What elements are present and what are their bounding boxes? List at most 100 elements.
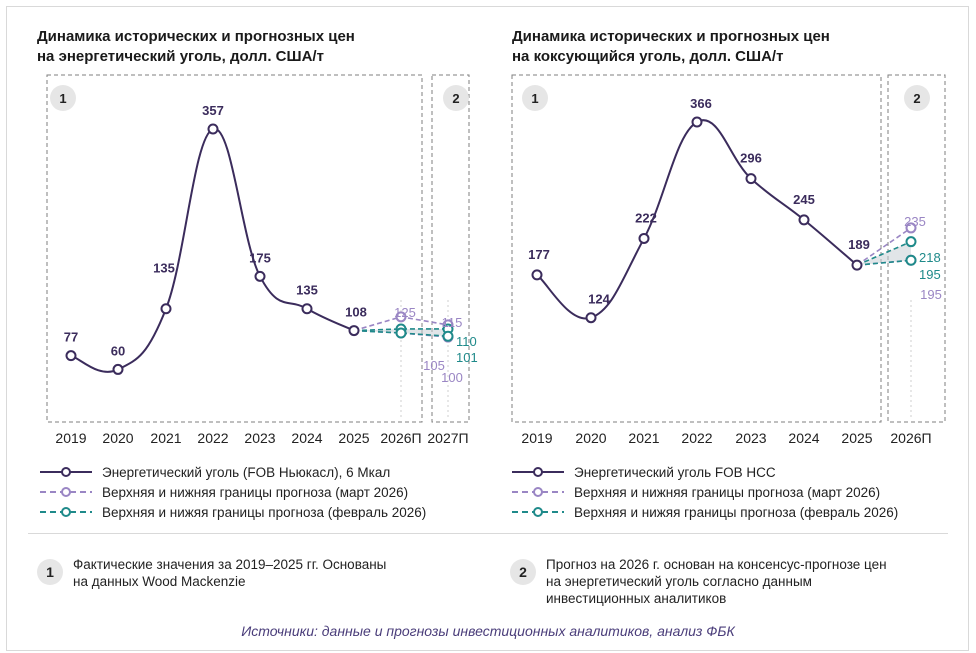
chart-2-title: Динамика исторических и прогнозных цен н… (512, 27, 830, 67)
legend-item-february: Верхняя и нижяя границы прогноза (феврал… (512, 502, 898, 522)
chart-2-badge-2-text: 2 (913, 91, 920, 106)
chart-1-period-box-2 (431, 74, 470, 423)
chart-1-main-point-2022 (207, 123, 219, 135)
chart-2-main-point-2020 (585, 312, 597, 324)
chart-2-data-label-2024: 245 (793, 192, 815, 207)
legend-march-label: Верхняя и нижняя границы прогноза (март … (574, 484, 881, 500)
chart-1-period-box-1 (46, 74, 423, 423)
chart-1-label-march-upper-2026: 125 (394, 305, 416, 320)
note-1-badge: 1 (37, 559, 63, 585)
chart-1-tick-label-2022: 2022 (197, 430, 228, 446)
note-1-line-1: Фактические значения за 2019–2025 гг. Ос… (73, 557, 387, 572)
chart-2-badge-2 (904, 85, 930, 111)
chart-1-label-march-lower-2026: 105 (423, 358, 445, 373)
legend-february-dashed-icon (40, 507, 92, 517)
figure-frame (6, 6, 969, 651)
chart-1-data-label-2022: 357 (202, 103, 224, 118)
chart-2-february-lower-line (856, 259, 912, 266)
chart-2-title-line-1: Динамика исторических и прогнозных цен (512, 28, 830, 45)
legend-item-march: Верхняя и нижняя границы прогноза (март … (40, 482, 426, 502)
chart-1-february-lower-point-2027П (442, 330, 454, 342)
chart-2-tick-label-2025: 2025 (841, 430, 872, 446)
note-2-text: Прогноз на 2026 г. основан на консенсус-… (546, 556, 887, 607)
chart-2-badge-1 (522, 85, 548, 111)
legend-february-label: Верхняя и нижяя границы прогноза (феврал… (574, 504, 899, 520)
chart-1-title-line-2: на энергетический уголь, долл. США/т (37, 48, 324, 65)
legend-main-label: Энергетический уголь (FOB Ньюкасл), 6 Мк… (102, 464, 391, 480)
chart-2-main-point-2021 (638, 232, 650, 244)
chart-2-data-label-2025: 189 (848, 237, 870, 252)
chart-2-february-upper-point-2026П (905, 236, 917, 248)
legend-item-main: Энергетический уголь FOB HCC (512, 462, 898, 482)
chart-1-tick-label-2027П: 2027П (427, 430, 468, 446)
chart-1-main-point-2025 (348, 325, 360, 337)
legend-february-label: Верхняя и нижяя границы прогноза (феврал… (102, 504, 427, 520)
chart-1-badge-1-text: 1 (59, 91, 66, 106)
chart-1-badge-1 (50, 85, 76, 111)
chart-1-data-label-2025: 108 (345, 305, 367, 320)
note-1-line-2: на данных Wood Mackenzie (73, 574, 246, 589)
note-2-badge: 2 (510, 559, 536, 585)
chart-1-data-label-2023: 175 (249, 250, 271, 265)
sources-caption: Источники: данные и прогнозы инвестицион… (241, 623, 735, 639)
chart-2-badge-1-text: 1 (531, 91, 538, 106)
note-2-line-1: Прогноз на 2026 г. основан на консенсус-… (546, 557, 887, 572)
chart-1-tick-label-2021: 2021 (150, 430, 181, 446)
chart-2-tick-label-2020: 2020 (575, 430, 606, 446)
chart-2-label-february-lower: 195 (919, 267, 941, 282)
chart-1-data-label-2020: 60 (111, 343, 125, 358)
chart-1-tick-label-2019: 2019 (55, 430, 86, 446)
chart-2-data-label-2019: 177 (528, 247, 550, 262)
chart-1-title: Динамика исторических и прогнозных цен н… (37, 27, 355, 67)
note-2-line-2: на энергетический уголь согласно данным (546, 574, 812, 589)
chart-2-main-point-2025 (851, 259, 863, 271)
legend-march-label: Верхняя и нижняя границы прогноза (март … (102, 484, 409, 500)
note-2: 2 Прогноз на 2026 г. основан на консенсу… (510, 556, 887, 607)
chart-2-period-box-2 (887, 74, 946, 423)
chart-2-label-march-lower: 195 (920, 287, 942, 302)
chart-2-period-box-1 (511, 74, 882, 423)
chart-2-tick-label-2022: 2022 (681, 430, 712, 446)
chart-2-main-point-2022 (691, 116, 703, 128)
chart-1-main-point-2020 (112, 363, 124, 375)
chart-2-data-label-2022: 366 (690, 96, 712, 111)
chart-1-main-series-line (70, 127, 355, 373)
legend-main-line-icon (40, 467, 92, 477)
chart-2-tick-label-2019: 2019 (521, 430, 552, 446)
legend-item-february: Верхняя и нижяя границы прогноза (феврал… (40, 502, 426, 522)
chart-1-badge-2-text: 2 (452, 91, 459, 106)
chart-1-main-point-2023 (254, 270, 266, 282)
chart-1-tick-label-2026П: 2026П (380, 430, 421, 446)
chart-2-february-lower-point-2026П (905, 254, 917, 266)
chart-2-tick-label-2023: 2023 (735, 430, 766, 446)
chart-1-tick-label-2025: 2025 (338, 430, 369, 446)
chart-1-tick-label-2023: 2023 (244, 430, 275, 446)
chart-2-main-point-2024 (798, 214, 810, 226)
chart-2-tick-label-2021: 2021 (628, 430, 659, 446)
chart-2-tick-label-2024: 2024 (788, 430, 819, 446)
chart-2-title-line-2: на коксующийся уголь, долл. США/т (512, 48, 784, 65)
note-2-line-3: инвестиционных аналитиков (546, 591, 727, 606)
chart-2-label-march-upper: 235 (904, 214, 926, 229)
chart-1-label-march-lower-2027: 100 (441, 370, 463, 385)
chart-1-label-march-upper-2027: 115 (442, 315, 463, 330)
legend-main-label: Энергетический уголь FOB HCC (574, 464, 776, 480)
chart-1-february-lower-point-2026П (395, 327, 407, 339)
chart-2-tick-label-2026П: 2026П (890, 430, 931, 446)
chart-1-main-point-2019 (65, 350, 77, 362)
note-1: 1 Фактические значения за 2019–2025 гг. … (37, 556, 386, 590)
chart-2-data-label-2023: 296 (740, 151, 762, 166)
legend-item-main: Энергетический уголь (FOB Ньюкасл), 6 Мк… (40, 462, 426, 482)
chart-1-label-february-upper: 110 (456, 334, 477, 349)
chart-2-data-label-2020: 124 (588, 292, 610, 307)
legend-main-line-icon (512, 467, 564, 477)
chart-2-main-point-2023 (745, 173, 757, 185)
chart-1-data-label-2019: 77 (64, 330, 78, 345)
legend-february-dashed-icon (512, 507, 564, 517)
legend-march-dashed-icon (512, 487, 564, 497)
chart-1-data-label-2021: 135 (153, 261, 175, 276)
legend-march-dashed-icon (40, 487, 92, 497)
chart-2-march-upper-line (856, 227, 912, 266)
chart-2-label-february-upper: 218 (919, 250, 941, 265)
